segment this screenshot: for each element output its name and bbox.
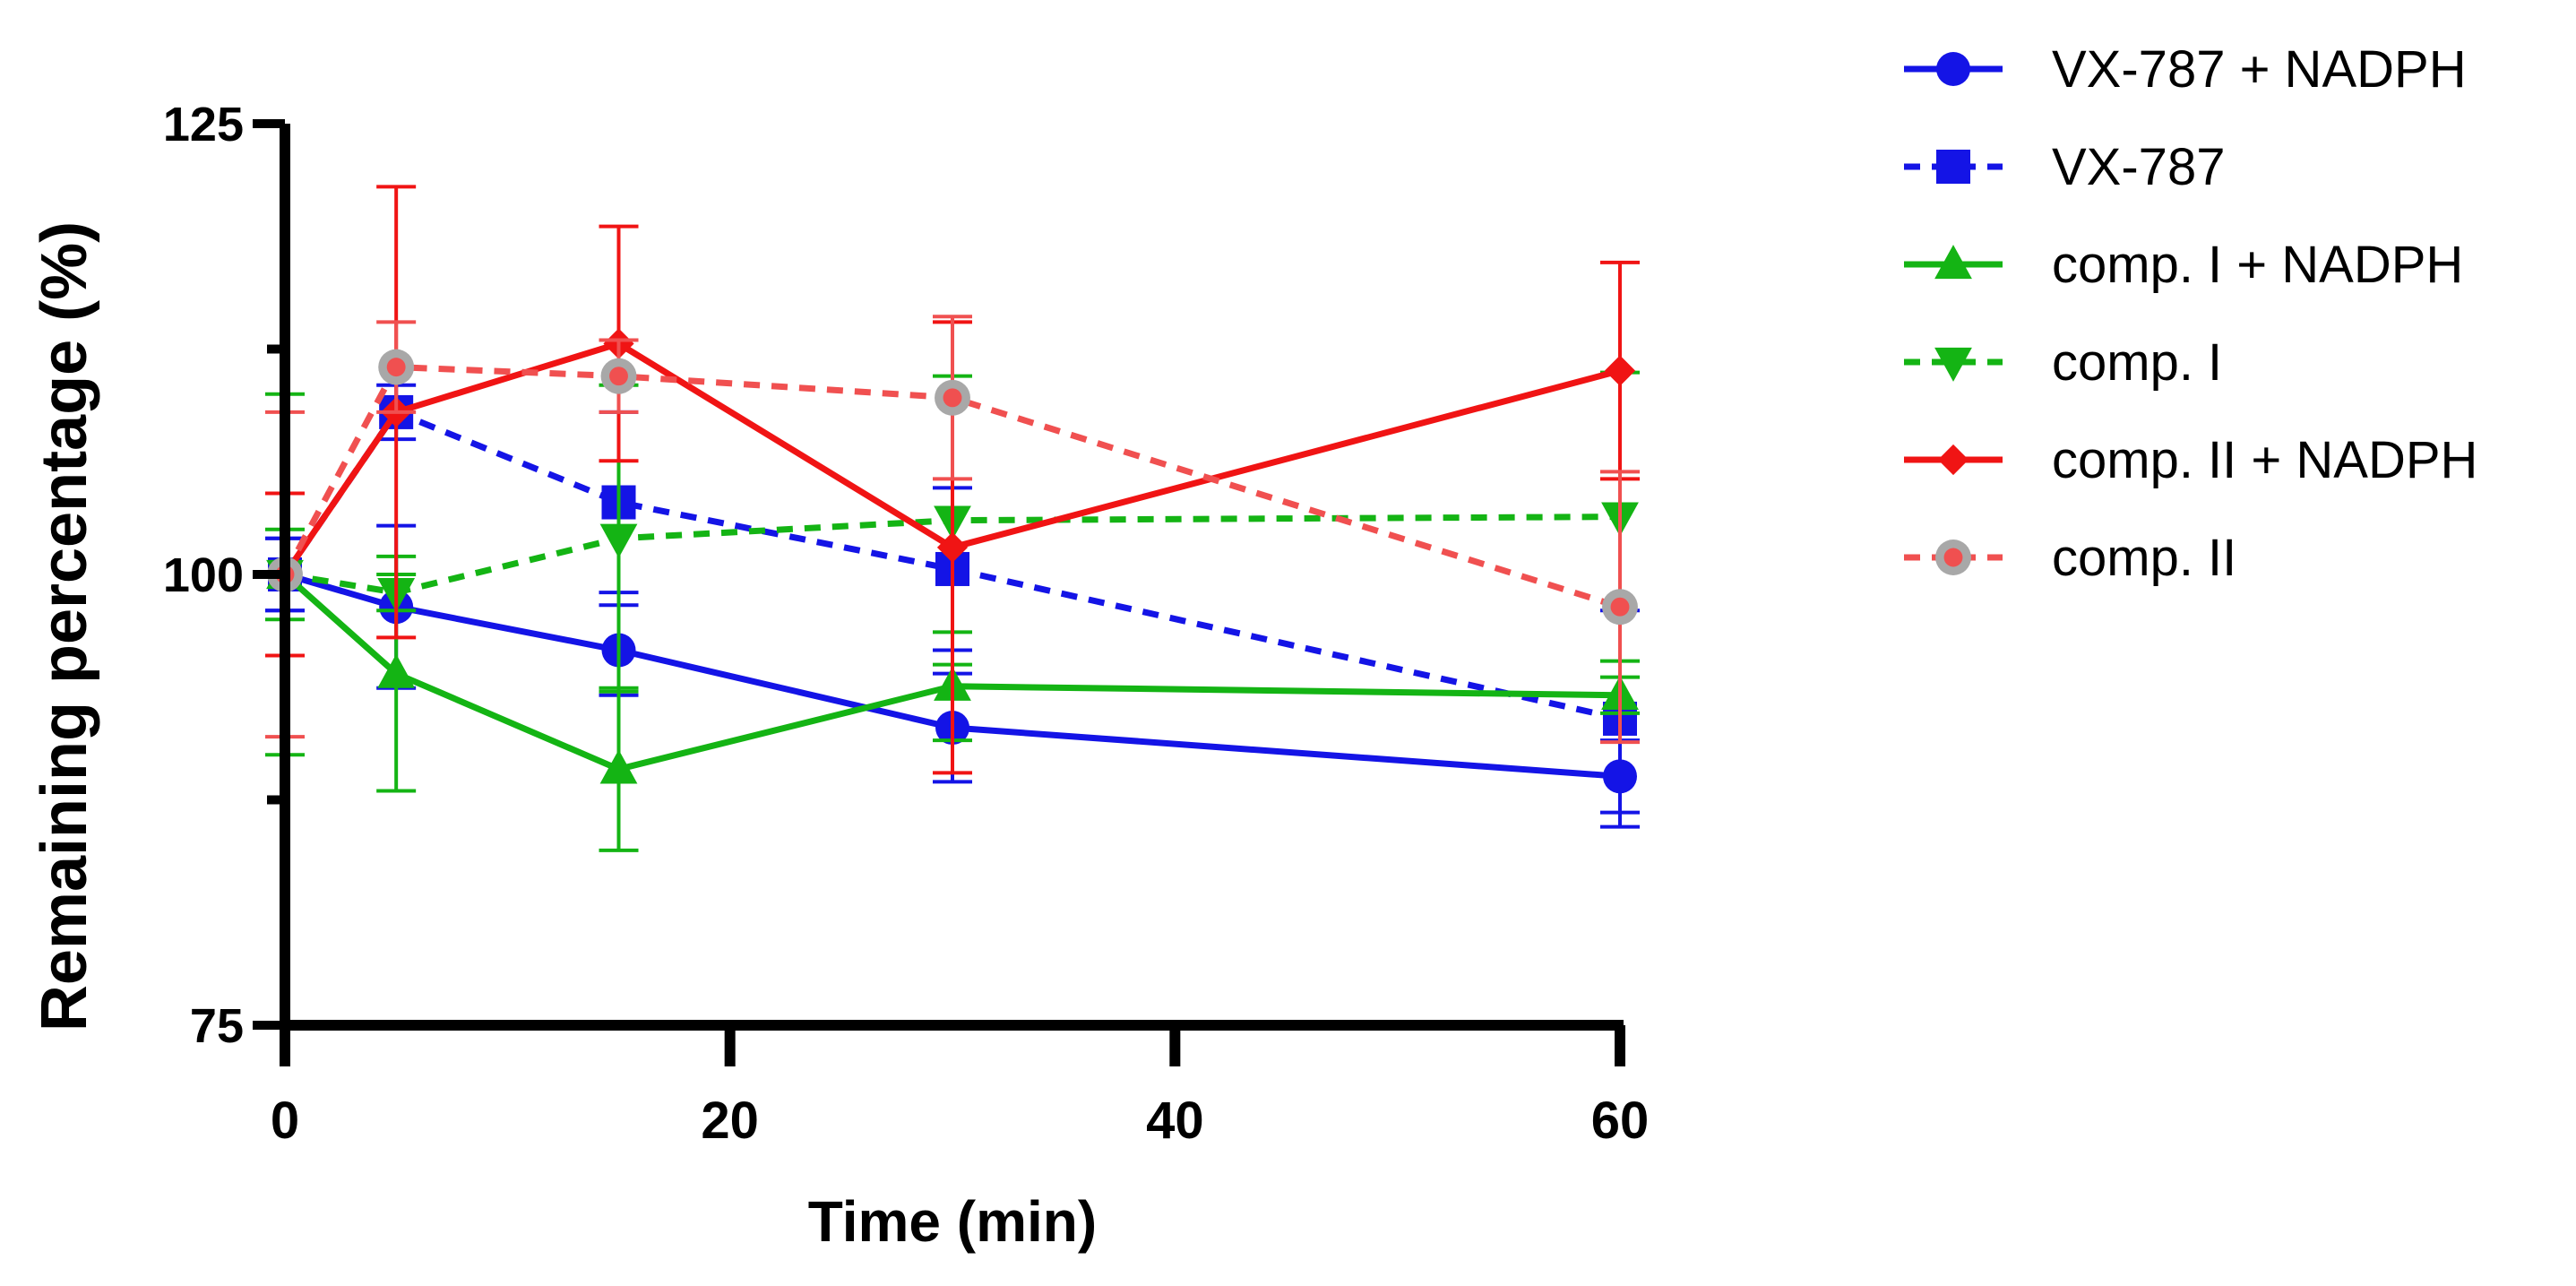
data-point-dot bbox=[1610, 597, 1630, 617]
legend-item-4: comp. II + NADPH bbox=[1904, 431, 2477, 489]
data-point bbox=[378, 349, 415, 385]
series-5 bbox=[265, 315, 1640, 745]
legend-label: comp. II + NADPH bbox=[2052, 431, 2477, 489]
y-tick-label: 125 bbox=[163, 98, 244, 151]
legend-label: VX-787 + NADPH bbox=[2052, 40, 2467, 99]
legend: VX-787 + NADPH VX-787 comp. I + NADPH comp.… bbox=[1904, 40, 2477, 587]
data-point bbox=[1602, 589, 1638, 626]
data-point bbox=[936, 531, 969, 563]
data-point bbox=[600, 358, 637, 394]
data-point bbox=[599, 523, 638, 558]
x-tick-label: 60 bbox=[1591, 1092, 1650, 1150]
legend-marker bbox=[1936, 150, 1970, 184]
y-tick-label: 75 bbox=[190, 999, 244, 1053]
legend-label: comp. II bbox=[2052, 529, 2236, 587]
legend-label: comp. I bbox=[2052, 333, 2222, 392]
data-point-dot bbox=[386, 358, 406, 377]
x-tick-label: 20 bbox=[701, 1092, 759, 1150]
legend-marker bbox=[1936, 52, 1970, 86]
legend-item-0: VX-787 + NADPH bbox=[1904, 40, 2467, 99]
legend-marker bbox=[1935, 539, 1971, 575]
legend-marker bbox=[1937, 444, 1969, 476]
data-point bbox=[377, 653, 416, 688]
data-point bbox=[599, 749, 638, 784]
y-axis-title: Remaining percentage (%) bbox=[29, 221, 100, 1031]
data-point-dot bbox=[943, 388, 962, 408]
data-point bbox=[935, 379, 970, 416]
x-axis-title: Time (min) bbox=[808, 1189, 1097, 1254]
series-line bbox=[282, 409, 1621, 722]
x-tick-label: 0 bbox=[271, 1092, 299, 1150]
plot-area bbox=[265, 185, 1640, 852]
legend-item-1: VX-787 bbox=[1904, 138, 2225, 196]
legend-marker-dot bbox=[1943, 548, 1963, 567]
axes: 75 100 125 0 20 40 60 Time (min) Remaining perce… bbox=[29, 98, 1649, 1254]
legend-item-5: comp. II bbox=[1904, 529, 2236, 587]
legend-marker bbox=[1934, 245, 1972, 280]
data-point-dot bbox=[609, 367, 628, 386]
legend-label: VX-787 bbox=[2052, 138, 2225, 196]
legend-item-3: comp. I bbox=[1904, 333, 2222, 392]
data-point bbox=[1604, 355, 1636, 386]
x-tick-label: 40 bbox=[1146, 1092, 1204, 1150]
legend-label: comp. I + NADPH bbox=[2052, 236, 2463, 294]
legend-marker bbox=[1934, 347, 1972, 382]
y-tick-label: 100 bbox=[163, 548, 244, 602]
legend-item-2: comp. I + NADPH bbox=[1904, 236, 2463, 294]
